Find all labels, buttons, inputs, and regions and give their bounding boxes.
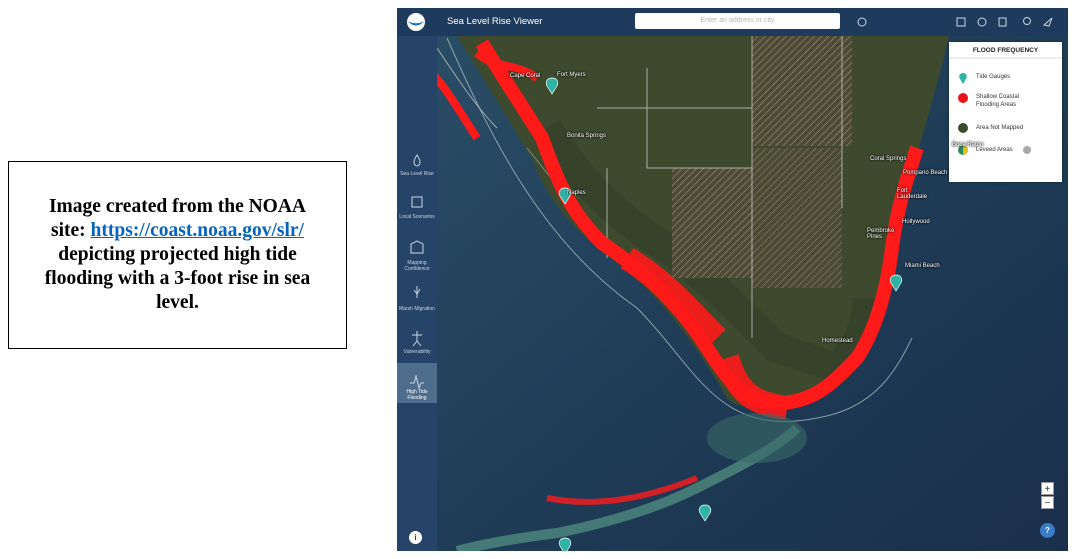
flooding-area xyxy=(546,475,699,505)
legend-label: Tide Gauges xyxy=(976,74,1011,80)
shoreline-contour xyxy=(446,37,913,422)
place-label: Naples xyxy=(567,190,586,196)
icon xyxy=(410,240,424,254)
sidebar-active xyxy=(397,363,437,403)
bay-shallows xyxy=(707,413,807,463)
caption-line: depicting projected high tide flooding w… xyxy=(44,244,311,313)
caption-line: Image created from the NOAA site: xyxy=(48,196,307,241)
legend-icons xyxy=(949,57,1062,155)
legend-swatch xyxy=(959,73,967,84)
legend-label: Area Not Mapped xyxy=(976,125,1024,131)
logo xyxy=(407,13,425,31)
legend-swatch xyxy=(963,145,968,155)
legend-panel: FLOOD FREQUENCY Tide Gauges Shallow Coas… xyxy=(949,42,1062,182)
zoom-out[interactable]: − xyxy=(1041,496,1054,509)
legend-label: Leveed Areas xyxy=(976,147,1013,153)
caption-link[interactable]: https://coast.noaa.gov/slr/ xyxy=(90,220,304,241)
place-label: Pembroke Pines xyxy=(867,228,895,240)
caption-box: Image created from the NOAA site: https:… xyxy=(8,161,347,349)
contrast-icon[interactable] xyxy=(977,17,987,27)
sidebar-icons xyxy=(410,154,424,390)
place-label: Cape Coral xyxy=(510,73,541,79)
sidebar-item[interactable]: Vulnerability xyxy=(403,349,431,355)
info-button[interactable]: i xyxy=(409,531,422,544)
icon xyxy=(413,286,421,298)
zoom-in[interactable]: + xyxy=(1041,482,1054,495)
globe-icon[interactable] xyxy=(857,17,867,27)
app-window: Sea Level Rise Viewer Enter an address o… xyxy=(397,8,1068,551)
download-icon[interactable] xyxy=(1023,17,1031,25)
help-button[interactable]: ? xyxy=(1040,523,1055,538)
legend-label: Shallow Coastal Flooding Areas xyxy=(976,94,1020,108)
header-icons xyxy=(857,17,1053,27)
icon xyxy=(412,331,422,347)
place-label: Homestead xyxy=(822,338,853,344)
tide-gauge[interactable] xyxy=(545,77,559,95)
tide-gauges xyxy=(545,77,903,551)
legend-swatch xyxy=(958,123,968,133)
place-label: Fort Myers xyxy=(557,72,586,78)
tide-gauge[interactable] xyxy=(889,274,903,292)
not-mapped-area xyxy=(752,148,842,288)
icon xyxy=(411,196,423,208)
sidebar-item[interactable]: High Tide Flooding xyxy=(406,389,428,401)
county-lines xyxy=(436,36,843,338)
place-label: Miami Beach xyxy=(905,263,940,269)
search-box[interactable]: Enter an address or city xyxy=(635,13,840,29)
sidebar-item[interactable]: Sea Level Rise xyxy=(400,171,434,177)
info-icon[interactable] xyxy=(1023,146,1031,154)
place-label: Boca Raton xyxy=(952,142,984,148)
legend-title: FLOOD FREQUENCY xyxy=(972,47,1039,54)
not-mapped-area xyxy=(672,168,752,278)
flooding-area xyxy=(620,247,789,420)
place-label: Hollywood xyxy=(902,219,930,225)
sidebar-item[interactable]: Local Scenarios xyxy=(399,214,435,220)
land-shade xyxy=(534,120,882,386)
place-label: Bonita Springs xyxy=(567,133,607,139)
not-mapped-area xyxy=(752,36,852,146)
place-label: Fort Lauderdale xyxy=(897,188,928,200)
sidebar-item[interactable]: Marsh Migration xyxy=(399,306,435,312)
caption-text: Image created from the NOAA site: https:… xyxy=(31,195,324,315)
legend-icon[interactable] xyxy=(998,17,1007,27)
legend-swatch xyxy=(958,93,968,103)
tide-gauge[interactable] xyxy=(698,504,712,522)
place-label: Pompano Beach xyxy=(903,170,948,176)
tide-gauge[interactable] xyxy=(558,537,572,551)
sidebar-item[interactable]: Mapping Confidence xyxy=(404,260,430,272)
tide-gauge[interactable] xyxy=(558,187,572,205)
app-title: Sea Level Rise Viewer xyxy=(447,16,543,27)
logo-wave xyxy=(408,21,424,26)
map-icon[interactable] xyxy=(956,17,966,27)
locate-icon[interactable] xyxy=(1042,17,1053,27)
place-label: Coral Springs xyxy=(870,156,907,162)
icon xyxy=(410,374,424,390)
icon xyxy=(413,154,421,167)
